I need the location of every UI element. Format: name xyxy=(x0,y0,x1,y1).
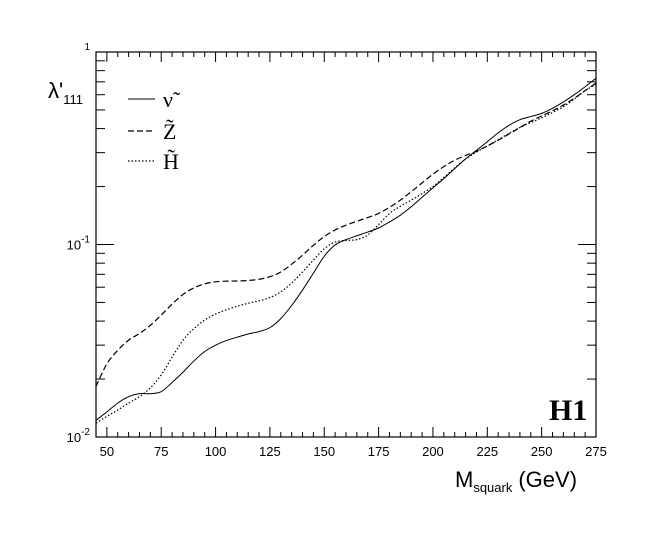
series-layer xyxy=(95,77,597,424)
y-tick-label: 10-2 xyxy=(67,427,91,445)
x-axis: 50 75 100 125 150 175 200 225 250 275 xyxy=(95,52,607,459)
x-tick-label: 225 xyxy=(476,444,498,459)
series-line-dotted xyxy=(95,83,597,424)
y-axis-title: λ'111 xyxy=(48,78,83,107)
legend-label: H̃ xyxy=(163,149,179,174)
x-tick-label: 100 xyxy=(205,444,227,459)
x-tick-label: 150 xyxy=(313,444,335,459)
x-tick-label: 125 xyxy=(259,444,281,459)
legend-label: Z̃ xyxy=(163,119,176,144)
x-tick-label: 250 xyxy=(531,444,553,459)
x-axis-title: Msquark (GeV) xyxy=(455,467,577,495)
y-axis: 10-2 10-1 1 xyxy=(67,42,596,445)
series-line-solid xyxy=(95,77,597,421)
x-tick-label: 175 xyxy=(368,444,390,459)
x-tick-label: 200 xyxy=(422,444,444,459)
x-tick-label: 275 xyxy=(585,444,607,459)
legend: ν̃ Z̃ H̃ xyxy=(128,87,181,174)
h1-logo: H1 xyxy=(549,394,587,427)
x-tick-label: 75 xyxy=(154,444,168,459)
y-tick-label: 1 xyxy=(84,42,90,53)
x-tick-label: 50 xyxy=(100,444,114,459)
y-tick-label: 10-1 xyxy=(67,235,91,253)
legend-label: ν̃ xyxy=(163,87,181,112)
series-line-dashed xyxy=(95,82,597,387)
